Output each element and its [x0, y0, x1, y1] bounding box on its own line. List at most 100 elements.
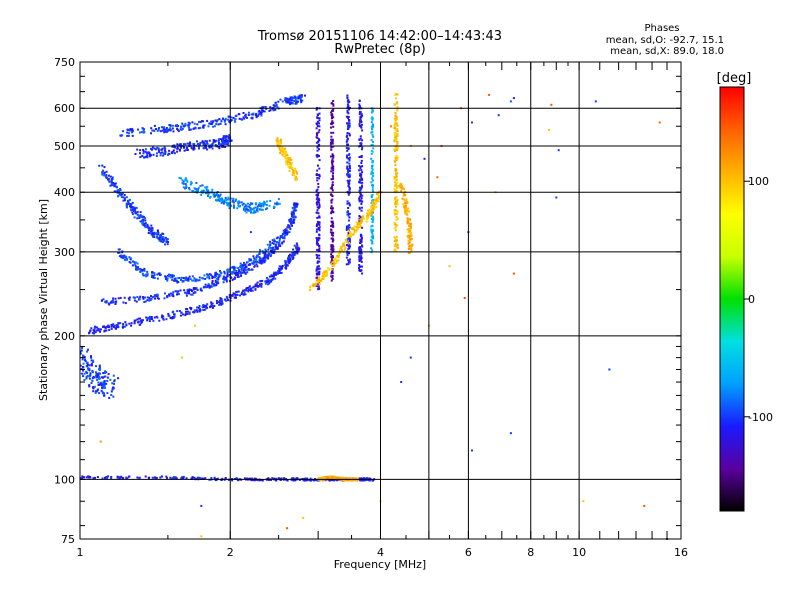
echo-point	[643, 504, 646, 507]
echo-point	[295, 102, 298, 105]
echo-point	[345, 239, 348, 242]
echo-point	[165, 318, 168, 321]
echo-point	[131, 211, 134, 214]
echo-point	[156, 230, 159, 233]
echo-point	[123, 325, 126, 328]
echo-point	[331, 270, 334, 273]
colorbar-tick-label: 100	[748, 175, 769, 188]
echo-point	[217, 301, 220, 304]
echo-point	[164, 275, 167, 278]
echo-point	[346, 238, 349, 241]
echo-point	[401, 197, 404, 200]
echo-point	[360, 159, 363, 162]
echo-point	[240, 118, 243, 121]
x-tick-label: 1	[77, 546, 84, 559]
echo-point	[220, 303, 223, 306]
echo-point	[113, 324, 116, 327]
echo-point	[185, 149, 188, 151]
echo-point	[261, 479, 264, 481]
echo-point	[258, 248, 261, 251]
echo-point	[555, 196, 558, 199]
echo-point	[409, 222, 412, 225]
echo-point	[182, 477, 184, 479]
echo-point	[407, 252, 410, 255]
echo-point	[163, 297, 166, 300]
echo-point	[185, 292, 188, 295]
echo-point	[288, 262, 291, 265]
echo-point	[82, 369, 85, 372]
echo-point	[226, 297, 229, 300]
echo-point	[190, 180, 193, 183]
echo-point	[223, 141, 225, 144]
echo-point	[295, 97, 298, 100]
echo-point	[253, 477, 256, 480]
echo-point	[223, 270, 226, 273]
echo-point	[370, 194, 373, 197]
echo-point	[297, 100, 299, 103]
echo-point	[408, 247, 411, 250]
echo-point	[350, 479, 353, 482]
echo-point	[394, 119, 397, 122]
echo-point	[157, 231, 160, 234]
echo-point	[261, 260, 264, 263]
echo-point	[136, 148, 139, 151]
echo-point	[267, 248, 270, 251]
echo-point	[348, 212, 351, 215]
echo-point	[213, 476, 216, 479]
echo-point	[311, 284, 314, 287]
echo-point	[142, 223, 145, 226]
echo-point	[209, 273, 212, 276]
echo-point	[208, 139, 211, 142]
echo-point	[181, 182, 184, 185]
echo-point	[237, 479, 240, 482]
echo-point	[293, 207, 296, 210]
echo-point	[102, 385, 105, 387]
echo-point	[93, 385, 96, 388]
echo-point	[159, 476, 162, 479]
echo-point	[372, 229, 375, 232]
echo-point	[268, 281, 271, 284]
echo-point	[361, 129, 364, 132]
echo-point	[105, 176, 108, 179]
echo-point	[361, 146, 364, 149]
echo-point	[189, 306, 192, 309]
echo-point	[146, 296, 149, 299]
echo-point	[347, 229, 350, 232]
echo-point	[282, 151, 285, 154]
echo-point	[318, 221, 321, 224]
echo-point	[370, 218, 373, 221]
echo-point	[226, 139, 229, 142]
echo-point	[326, 273, 329, 276]
echo-point	[345, 115, 348, 118]
echo-point	[360, 113, 363, 116]
echo-point	[147, 232, 150, 234]
echo-point	[103, 476, 106, 479]
echo-point	[291, 220, 294, 223]
echo-point	[332, 108, 335, 111]
echo-point	[130, 322, 133, 325]
echo-point	[292, 209, 295, 212]
echo-point	[227, 115, 230, 118]
echo-point	[276, 246, 279, 249]
echo-point	[210, 477, 213, 479]
echo-point	[233, 277, 236, 280]
echo-point	[239, 262, 242, 265]
echo-point	[306, 477, 309, 480]
echo-point	[356, 228, 359, 231]
echo-point	[178, 176, 181, 179]
echo-point	[99, 328, 102, 331]
stats-heading: Phases	[644, 23, 679, 34]
echo-point	[135, 268, 137, 271]
echo-point	[248, 269, 251, 271]
echo-point	[238, 270, 240, 273]
echo-point	[393, 221, 396, 224]
echo-point	[315, 211, 318, 214]
echo-point	[155, 148, 157, 151]
echo-point	[212, 120, 215, 123]
echo-point	[167, 274, 169, 277]
echo-point	[185, 294, 188, 297]
echo-point	[205, 307, 208, 310]
echo-point	[287, 257, 289, 260]
echo-point	[89, 476, 91, 478]
echo-point	[296, 203, 298, 206]
